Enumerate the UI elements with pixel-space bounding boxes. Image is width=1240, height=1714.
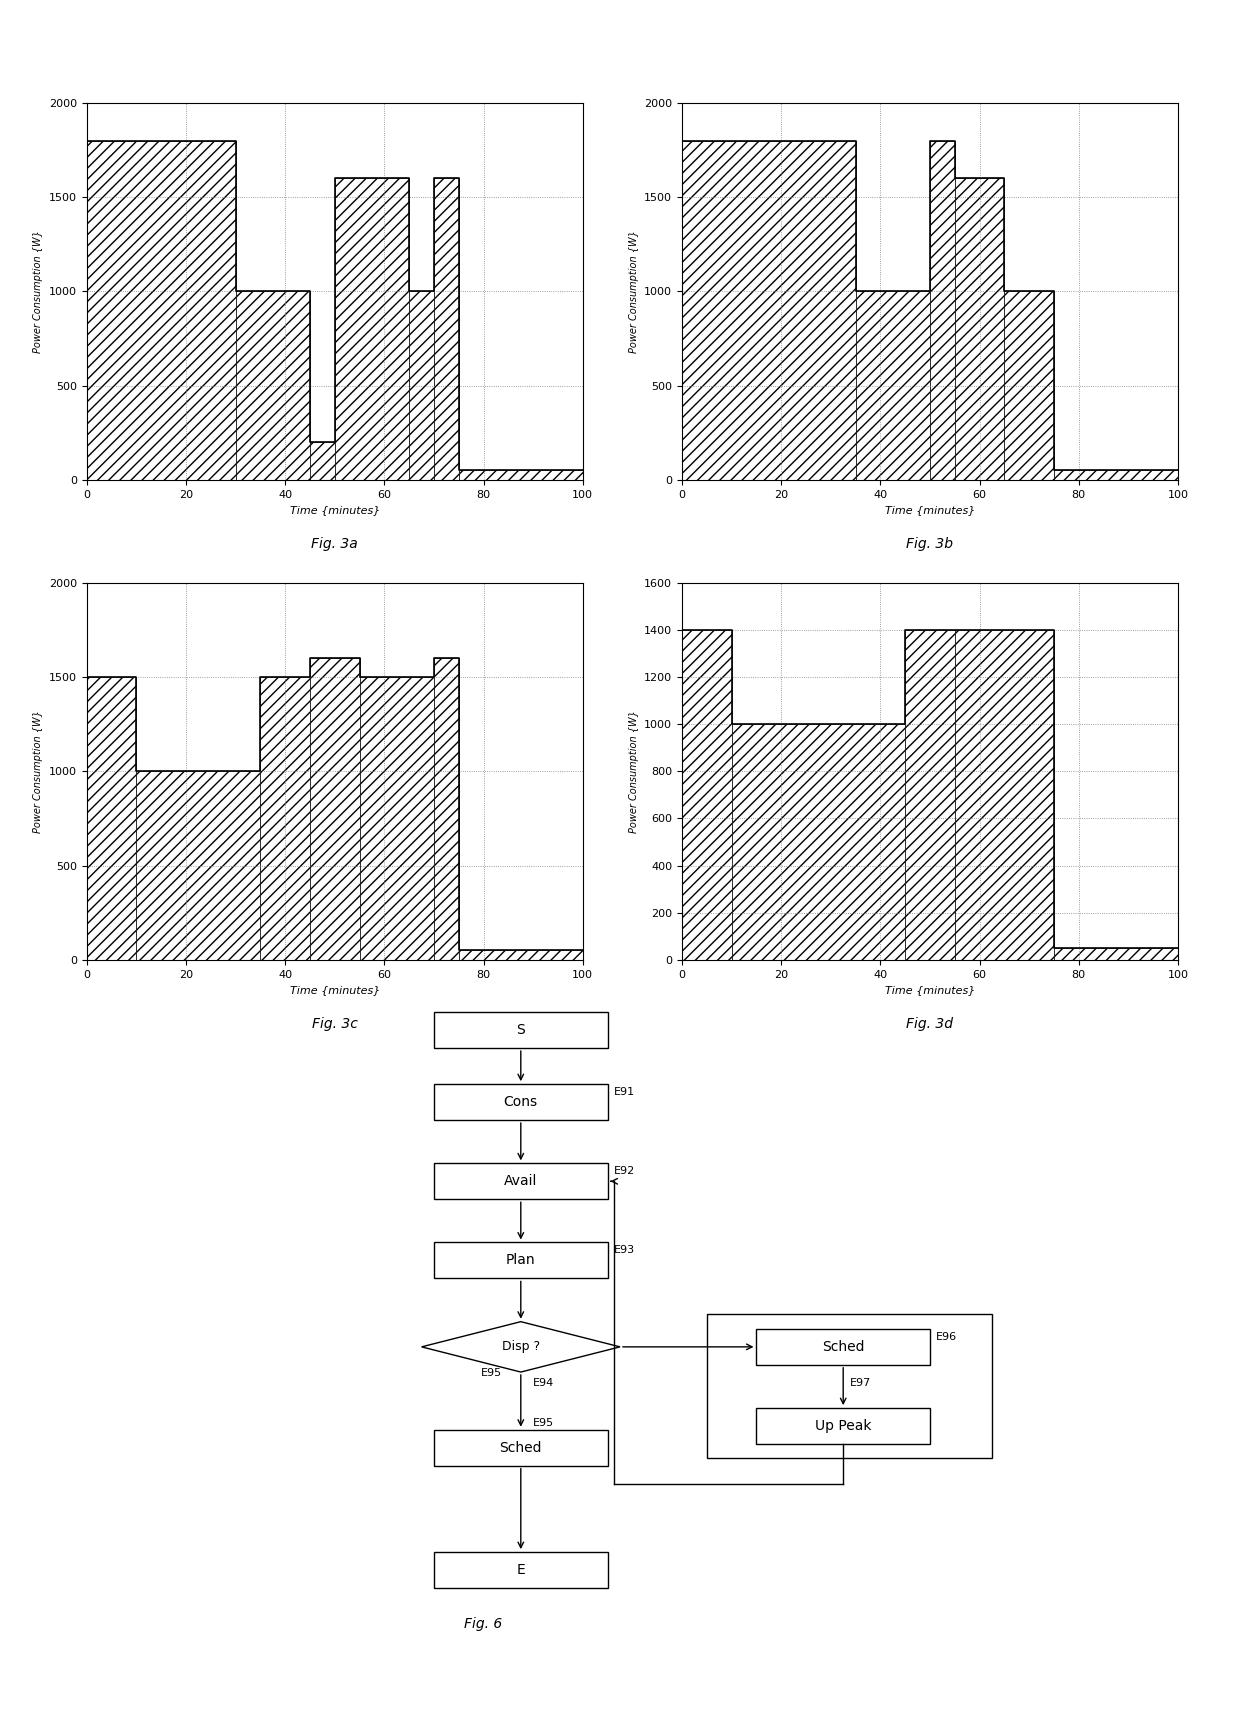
Text: Up Peak: Up Peak bbox=[815, 1419, 872, 1433]
Bar bbox=[707, 1315, 992, 1459]
FancyBboxPatch shape bbox=[756, 1409, 930, 1443]
Text: E94: E94 bbox=[533, 1378, 554, 1388]
Text: E93: E93 bbox=[614, 1246, 635, 1255]
Text: Sched: Sched bbox=[822, 1340, 864, 1354]
Y-axis label: Power Consumption {W}: Power Consumption {W} bbox=[33, 710, 43, 833]
Text: E95: E95 bbox=[533, 1417, 554, 1428]
X-axis label: Time {minutes}: Time {minutes} bbox=[885, 986, 975, 996]
FancyBboxPatch shape bbox=[434, 1553, 608, 1587]
Text: Sched: Sched bbox=[500, 1441, 542, 1455]
Text: Cons: Cons bbox=[503, 1095, 538, 1109]
FancyBboxPatch shape bbox=[434, 1429, 608, 1465]
X-axis label: Time {minutes}: Time {minutes} bbox=[885, 506, 975, 516]
Text: Fig. 3c: Fig. 3c bbox=[312, 1018, 357, 1032]
Text: E97: E97 bbox=[849, 1378, 870, 1388]
Text: E91: E91 bbox=[614, 1087, 635, 1097]
X-axis label: Time {minutes}: Time {minutes} bbox=[290, 506, 379, 516]
Text: E95: E95 bbox=[481, 1368, 502, 1378]
FancyBboxPatch shape bbox=[434, 1164, 608, 1200]
Text: E96: E96 bbox=[936, 1332, 957, 1342]
Y-axis label: Power Consumption {W}: Power Consumption {W} bbox=[629, 230, 639, 353]
FancyBboxPatch shape bbox=[756, 1328, 930, 1364]
Y-axis label: Power Consumption {W}: Power Consumption {W} bbox=[629, 710, 639, 833]
Text: E92: E92 bbox=[614, 1166, 635, 1176]
Text: Fig. 3b: Fig. 3b bbox=[906, 538, 954, 552]
Text: Disp ?: Disp ? bbox=[502, 1340, 539, 1354]
Text: Fig. 3a: Fig. 3a bbox=[311, 538, 358, 552]
Polygon shape bbox=[422, 1321, 620, 1371]
Text: S: S bbox=[516, 1023, 526, 1037]
Text: Fig. 6: Fig. 6 bbox=[465, 1616, 502, 1630]
Text: Avail: Avail bbox=[505, 1174, 537, 1188]
FancyBboxPatch shape bbox=[434, 1011, 608, 1049]
Text: E: E bbox=[516, 1563, 526, 1577]
FancyBboxPatch shape bbox=[434, 1085, 608, 1121]
X-axis label: Time {minutes}: Time {minutes} bbox=[290, 986, 379, 996]
Text: Fig. 3d: Fig. 3d bbox=[906, 1018, 954, 1032]
Text: Plan: Plan bbox=[506, 1253, 536, 1267]
FancyBboxPatch shape bbox=[434, 1243, 608, 1279]
Y-axis label: Power Consumption {W}: Power Consumption {W} bbox=[33, 230, 43, 353]
